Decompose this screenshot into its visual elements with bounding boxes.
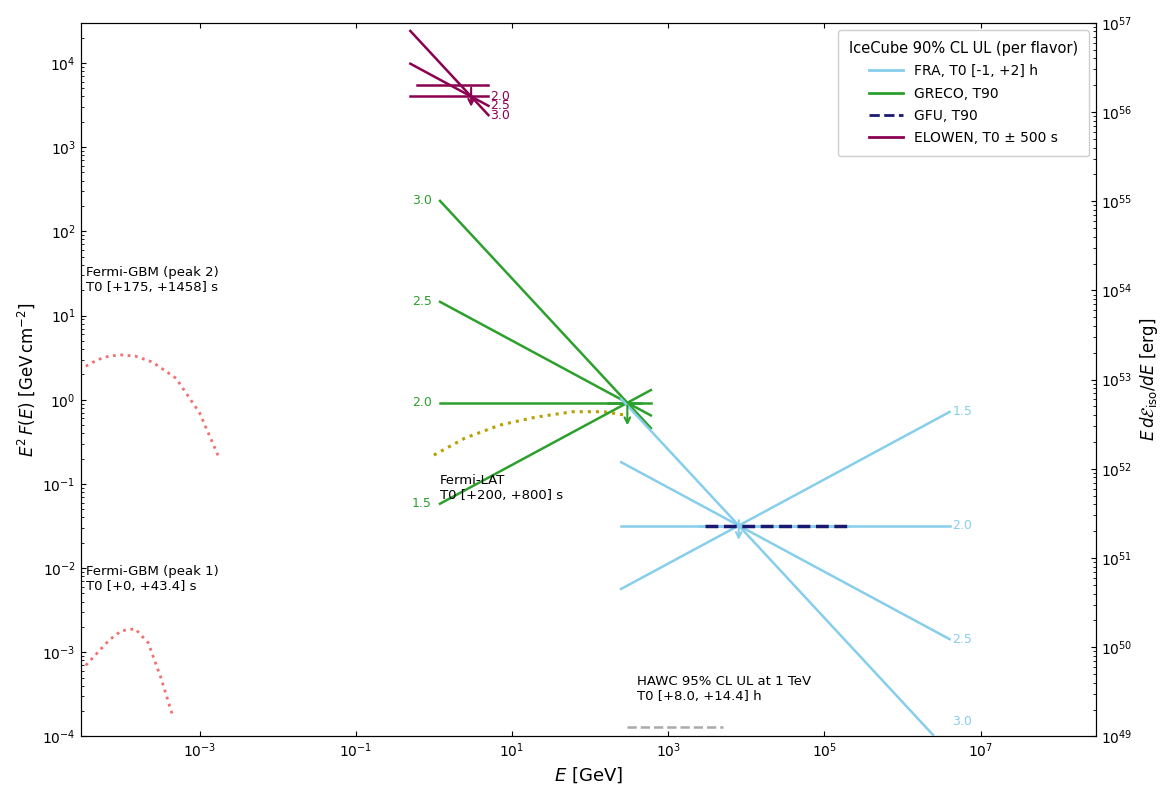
Y-axis label: $E\,d\mathcal{E}_\mathrm{iso}/dE\ \mathrm{[erg]}$: $E\,d\mathcal{E}_\mathrm{iso}/dE\ \mathr… — [1139, 318, 1160, 442]
Text: 2.0: 2.0 — [952, 519, 972, 532]
Text: 2.0: 2.0 — [490, 90, 510, 103]
Text: Fermi-GBM (peak 2)
T0 [+175, +1458] s: Fermi-GBM (peak 2) T0 [+175, +1458] s — [86, 266, 219, 294]
Text: 1.5: 1.5 — [952, 406, 972, 418]
Text: 3.0: 3.0 — [952, 715, 972, 728]
Text: Fermi-LAT
T0 [+200, +800] s: Fermi-LAT T0 [+200, +800] s — [439, 474, 563, 502]
X-axis label: $E\ \mathrm{[GeV]}$: $E\ \mathrm{[GeV]}$ — [553, 766, 623, 785]
Y-axis label: $E^2\,F(E)\ \mathrm{[GeV\,cm^{-2}]}$: $E^2\,F(E)\ \mathrm{[GeV\,cm^{-2}]}$ — [15, 302, 36, 457]
Text: 2.5: 2.5 — [952, 633, 972, 646]
Text: 2.5: 2.5 — [490, 99, 510, 112]
Text: Fermi-GBM (peak 1)
T0 [+0, +43.4] s: Fermi-GBM (peak 1) T0 [+0, +43.4] s — [86, 566, 219, 594]
Text: HAWC 95% CL UL at 1 TeV
T0 [+8.0, +14.4] h: HAWC 95% CL UL at 1 TeV T0 [+8.0, +14.4]… — [637, 675, 811, 703]
Text: 3.0: 3.0 — [411, 194, 431, 207]
Text: 2.5: 2.5 — [411, 295, 431, 308]
Legend: FRA, T0 [-1, +2] h, GRECO, T90, GFU, T90, ELOWEN, T0 ± 500 s: FRA, T0 [-1, +2] h, GRECO, T90, GFU, T90… — [838, 30, 1089, 156]
Text: 3.0: 3.0 — [490, 109, 510, 122]
Text: 2.0: 2.0 — [411, 396, 431, 410]
Text: 1.5: 1.5 — [411, 497, 431, 510]
